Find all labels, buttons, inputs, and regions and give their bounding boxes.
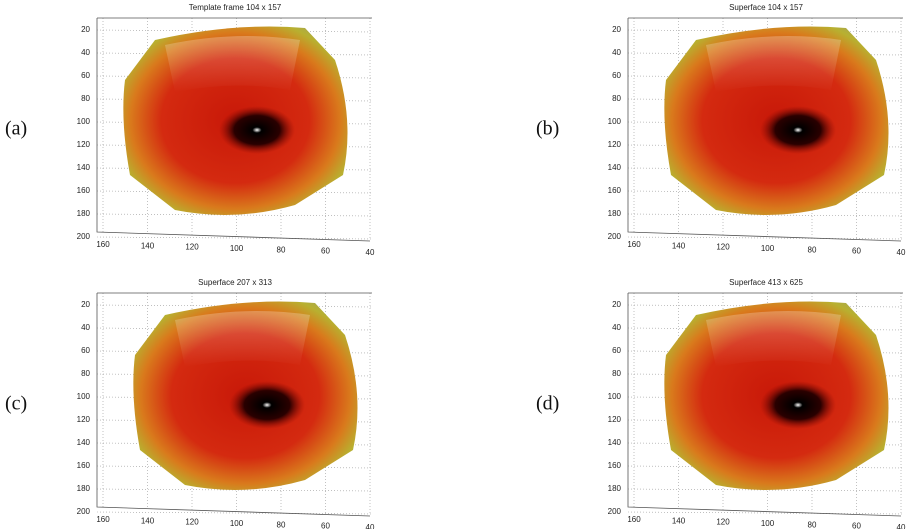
y-tick-label: 80 (81, 369, 90, 378)
figure: (a) Template frame 104 x 157 20 40 60 80 100 12… (0, 0, 912, 529)
y-tick-label: 40 (612, 48, 621, 57)
panel: (c) Superface 207 x 313 20 40 60 80 100 120 140 1… (5, 278, 375, 529)
face-highlight (175, 311, 310, 367)
mouth (229, 381, 305, 429)
x-tick-label: 100 (230, 519, 244, 528)
y-tick-label: 200 (608, 507, 622, 516)
y-tick-label: 160 (608, 186, 622, 195)
x-tick-label: 120 (716, 243, 730, 252)
y-tick-label: 140 (77, 163, 91, 172)
y-tick-label: 140 (77, 438, 91, 447)
mouth (760, 106, 836, 154)
x-tick-label: 60 (852, 522, 861, 529)
y-tick-label: 100 (608, 117, 622, 126)
grid-line (628, 237, 903, 239)
y-tick-label: 20 (81, 300, 90, 309)
x-tick-label: 100 (761, 519, 775, 528)
face-highlight (706, 311, 841, 367)
face-highlight (706, 36, 841, 92)
y-tick-label: 20 (612, 25, 621, 34)
panel-title: Template frame 104 x 157 (189, 3, 282, 12)
x-tick-label: 80 (277, 245, 286, 254)
y-tick-label: 80 (612, 369, 621, 378)
y-tick-label: 200 (608, 232, 622, 241)
y-tick-label: 60 (612, 346, 621, 355)
x-tick-label: 140 (672, 516, 686, 525)
x-tick-label: 160 (96, 515, 110, 524)
y-tick-label: 180 (77, 209, 91, 218)
y-tick-label: 40 (81, 48, 90, 57)
y-tick-label: 120 (608, 140, 622, 149)
y-tick-label: 140 (608, 438, 622, 447)
y-tick-label: 200 (77, 507, 91, 516)
x-tick-label: 100 (230, 244, 244, 253)
y-tick-label: 80 (81, 94, 90, 103)
panel-label: (c) (5, 393, 27, 415)
y-tick-label: 100 (608, 392, 622, 401)
x-tick-label: 80 (277, 520, 286, 529)
x-tick-label: 160 (96, 240, 110, 249)
x-tick-label: 140 (141, 241, 155, 250)
y-tick-label: 20 (612, 300, 621, 309)
x-tick-label: 60 (852, 247, 861, 256)
y-tick-label: 120 (608, 415, 622, 424)
y-tick-label: 120 (77, 415, 91, 424)
grid-line (97, 512, 372, 514)
y-tick-label: 180 (77, 484, 91, 493)
panel-title: Superface 413 x 625 (729, 278, 803, 287)
grid-line (97, 237, 372, 239)
x-tick-label: 60 (321, 522, 330, 529)
x-tick-label: 40 (897, 248, 906, 257)
x-tick-label: 40 (366, 248, 375, 257)
x-tick-label: 120 (716, 518, 730, 527)
y-tick-label: 40 (612, 323, 621, 332)
y-tick-label: 60 (81, 346, 90, 355)
panel-label: (a) (5, 118, 27, 140)
panel: (b) Superface 104 x 157 20 40 60 80 100 120 140 1… (536, 3, 906, 257)
y-tick-label: 160 (77, 461, 91, 470)
x-tick-label: 140 (672, 241, 686, 250)
y-tick-label: 180 (608, 209, 622, 218)
panel-title: Superface 104 x 157 (729, 3, 803, 12)
y-tick-label: 180 (608, 484, 622, 493)
grid-line (628, 512, 903, 514)
y-tick-label: 20 (81, 25, 90, 34)
x-tick-label: 40 (366, 523, 375, 529)
panel-label: (b) (536, 118, 559, 140)
panel-label: (d) (536, 393, 559, 415)
y-tick-label: 60 (81, 71, 90, 80)
y-tick-label: 80 (612, 94, 621, 103)
y-tick-label: 200 (77, 232, 91, 241)
x-tick-label: 40 (897, 523, 906, 529)
y-tick-label: 40 (81, 323, 90, 332)
panel: (d) Superface 413 x 625 20 40 60 80 100 120 140 1… (536, 278, 906, 529)
y-tick-label: 140 (608, 163, 622, 172)
y-tick-label: 100 (77, 392, 91, 401)
y-tick-label: 160 (77, 186, 91, 195)
x-tick-label: 100 (761, 244, 775, 253)
x-tick-label: 80 (808, 245, 817, 254)
face-highlight (165, 36, 300, 92)
x-tick-label: 160 (627, 240, 641, 249)
page: (a) Template frame 104 x 157 20 40 60 80 100 12… (0, 0, 912, 529)
mouth (760, 381, 836, 429)
x-tick-label: 160 (627, 515, 641, 524)
x-tick-label: 80 (808, 520, 817, 529)
y-tick-label: 160 (608, 461, 622, 470)
y-tick-label: 60 (612, 71, 621, 80)
panel-title: Superface 207 x 313 (198, 278, 272, 287)
x-tick-label: 140 (141, 516, 155, 525)
x-tick-label: 120 (185, 518, 199, 527)
x-tick-label: 60 (321, 247, 330, 256)
x-tick-label: 120 (185, 243, 199, 252)
y-tick-label: 100 (77, 117, 91, 126)
panel: (a) Template frame 104 x 157 20 40 60 80 100 12… (5, 3, 375, 257)
mouth (219, 106, 295, 154)
y-tick-label: 120 (77, 140, 91, 149)
